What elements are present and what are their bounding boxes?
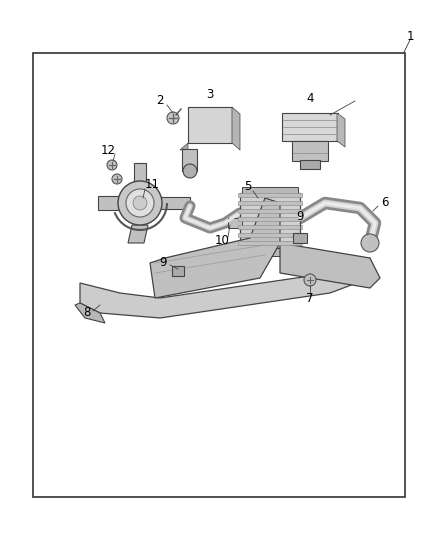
Bar (242, 248, 298, 256)
Circle shape (361, 234, 379, 252)
Bar (238, 193, 302, 197)
Polygon shape (232, 107, 240, 150)
Polygon shape (80, 258, 370, 318)
Circle shape (112, 174, 122, 184)
Bar (172, 266, 184, 276)
Bar (134, 163, 146, 183)
Text: 11: 11 (145, 179, 159, 191)
Bar (33, 53, 405, 497)
Bar (293, 233, 307, 243)
Text: 4: 4 (306, 92, 314, 104)
Bar (98, 196, 120, 210)
Polygon shape (75, 303, 105, 323)
Polygon shape (128, 225, 148, 243)
Text: 2: 2 (156, 94, 164, 108)
Text: 12: 12 (100, 143, 116, 157)
Text: 9: 9 (159, 256, 167, 270)
Text: 5: 5 (244, 180, 252, 192)
Bar (188, 107, 232, 143)
Text: 7: 7 (306, 292, 314, 304)
Bar (238, 225, 302, 229)
Circle shape (107, 160, 117, 170)
Bar (228, 218, 242, 228)
Bar (292, 141, 328, 161)
Bar (160, 197, 190, 209)
Bar (300, 160, 320, 169)
Bar (242, 187, 298, 195)
Bar (238, 233, 302, 237)
Text: 3: 3 (206, 88, 214, 101)
Text: 1: 1 (406, 29, 414, 43)
Text: 10: 10 (215, 235, 230, 247)
Circle shape (304, 274, 316, 286)
Bar (238, 217, 302, 221)
Polygon shape (337, 113, 345, 147)
Polygon shape (280, 243, 380, 288)
Circle shape (183, 164, 197, 178)
Bar (282, 113, 338, 141)
Polygon shape (180, 143, 188, 150)
Bar (238, 209, 302, 213)
Bar (238, 201, 302, 205)
Text: 8: 8 (83, 306, 91, 319)
Bar (182, 149, 197, 171)
Bar (238, 241, 302, 245)
Polygon shape (150, 198, 280, 298)
Circle shape (118, 181, 162, 225)
Text: 6: 6 (381, 197, 389, 209)
Text: 9: 9 (296, 211, 304, 223)
Circle shape (126, 189, 154, 217)
Circle shape (167, 112, 179, 124)
Circle shape (133, 196, 147, 210)
Bar (240, 193, 300, 248)
